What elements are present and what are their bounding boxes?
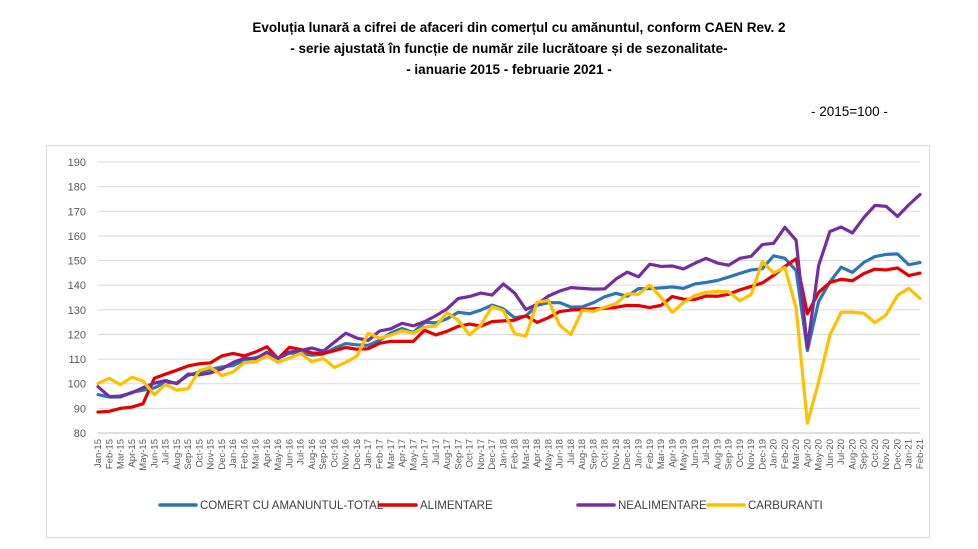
y-tick-label-140: 140 [68,280,86,292]
x-tick-label-Feb-19: Feb-19 [645,439,656,469]
x-tick-label-Aug-19: Aug-19 [712,439,723,470]
chart-title-line1: Evoluția lunară a cifrei de afaceri din … [252,20,786,35]
x-tick-label-Feb-21: Feb-21 [915,439,926,469]
x-tick-label-Sep-20: Sep-20 [859,439,870,470]
x-tick-label-Aug-17: Aug-17 [442,439,453,470]
x-tick-label-Mar-17: Mar-17 [386,439,397,469]
x-tick-label-Nov-20: Nov-20 [881,439,892,470]
x-tick-label-Mar-15: Mar-15 [116,439,127,469]
y-tick-label-100: 100 [68,379,86,391]
x-tick-label-Aug-15: Aug-15 [172,439,183,470]
x-tick-label-Jan-21: Jan-21 [904,439,915,468]
y-tick-label-180: 180 [68,182,86,194]
x-tick-label-Apr-17: Apr-17 [397,439,408,468]
x-tick-label-Mar-19: Mar-19 [656,439,667,469]
x-tick-label-Apr-18: Apr-18 [532,439,543,468]
x-tick-label-Jan-17: Jan-17 [363,439,374,468]
legend-label-nealimentare: NEALIMENTARE [618,500,707,512]
x-tick-label-Oct-19: Oct-19 [735,439,746,468]
base-year-note: - 2015=100 - [811,104,888,119]
x-tick-label-Apr-20: Apr-20 [802,439,813,468]
y-tick-label-80: 80 [74,428,86,440]
x-tick-label-Nov-15: Nov-15 [206,439,217,470]
x-tick-label-Nov-18: Nov-18 [611,439,622,470]
x-tick-label-Jun-20: Jun-20 [825,439,836,468]
x-tick-label-Sep-18: Sep-18 [588,439,599,470]
x-tick-label-Jan-16: Jan-16 [228,439,239,468]
x-tick-label-Jul-19: Jul-19 [701,439,712,465]
x-tick-label-Apr-16: Apr-16 [262,439,273,468]
x-tick-label-Sep-17: Sep-17 [453,439,464,470]
x-tick-label-Jul-20: Jul-20 [836,439,847,465]
x-tick-label-May-17: May-17 [408,439,419,471]
series-line-total [96,252,922,399]
y-tick-label-190: 190 [68,157,86,169]
x-tick-label-Jun-16: Jun-16 [284,439,295,468]
x-tick-label-Nov-17: Nov-17 [476,439,487,470]
y-tick-label-110: 110 [68,354,86,366]
chart-title-line3: - ianuarie 2015 - februarie 2021 - [406,62,612,77]
x-tick-label-May-18: May-18 [543,439,554,471]
x-tick-label-Jan-15: Jan-15 [93,439,104,468]
x-tick-label-May-20: May-20 [814,439,825,471]
y-tick-label-150: 150 [68,256,86,268]
y-tick-label-170: 170 [68,206,86,218]
x-tick-label-Sep-19: Sep-19 [724,439,735,470]
y-tick-label-160: 160 [68,231,86,243]
x-tick-label-Jun-15: Jun-15 [149,439,160,468]
x-tick-label-Dec-16: Dec-16 [352,439,363,470]
x-tick-label-Mar-20: Mar-20 [791,439,802,469]
legend-label-carburanti: CARBURANTI [748,500,823,512]
chart-title-line2: - serie ajustată în funcție de număr zil… [290,41,728,56]
x-tick-label-Sep-16: Sep-16 [318,439,329,470]
y-tick-label-120: 120 [68,329,86,341]
x-tick-label-Jul-18: Jul-18 [566,439,577,465]
legend-label-total: COMERT CU AMANUNTUL-TOTAL [200,500,384,512]
x-tick-label-Aug-16: Aug-16 [307,439,318,470]
x-tick-label-Nov-16: Nov-16 [341,439,352,470]
x-tick-label-Dec-15: Dec-15 [217,439,228,470]
x-tick-label-Jan-20: Jan-20 [769,439,780,468]
x-tick-label-Oct-18: Oct-18 [600,439,611,468]
x-tick-label-Feb-15: Feb-15 [104,439,115,469]
x-tick-label-Mar-18: Mar-18 [521,439,532,469]
series-line-carburanti [96,259,922,425]
x-tick-label-Jan-19: Jan-19 [633,439,644,468]
x-tick-label-Jun-18: Jun-18 [555,439,566,468]
x-tick-label-Sep-15: Sep-15 [183,439,194,470]
x-tick-label-Apr-15: Apr-15 [127,439,138,468]
x-tick-label-Feb-16: Feb-16 [239,439,250,469]
y-tick-label-130: 130 [68,305,86,317]
series-line-nealimentare [96,192,922,399]
x-tick-label-Jul-17: Jul-17 [431,439,442,465]
x-tick-label-Feb-20: Feb-20 [780,439,791,469]
x-tick-label-Nov-19: Nov-19 [746,439,757,470]
x-tick-label-Mar-16: Mar-16 [251,439,262,469]
x-tick-label-Dec-20: Dec-20 [892,439,903,470]
x-tick-label-Dec-17: Dec-17 [487,439,498,470]
x-tick-label-Dec-18: Dec-18 [622,439,633,470]
y-tick-label-90: 90 [74,403,86,415]
x-tick-label-May-15: May-15 [138,439,149,471]
chart-frame [46,145,930,538]
x-tick-label-Jan-18: Jan-18 [498,439,509,468]
legend-label-alimentare: ALIMENTARE [420,500,493,512]
x-tick-label-Jul-16: Jul-16 [296,439,307,465]
x-tick-label-Jul-15: Jul-15 [161,439,172,465]
x-tick-label-Oct-16: Oct-16 [329,439,340,468]
x-tick-label-Aug-18: Aug-18 [577,439,588,470]
x-tick-label-Oct-15: Oct-15 [194,439,205,468]
x-tick-label-Apr-19: Apr-19 [667,439,678,468]
x-tick-label-Dec-19: Dec-19 [757,439,768,470]
x-tick-label-Jun-19: Jun-19 [690,439,701,468]
x-tick-label-Oct-20: Oct-20 [870,439,881,468]
x-tick-label-Aug-20: Aug-20 [847,439,858,470]
x-tick-label-Jun-17: Jun-17 [420,439,431,468]
x-tick-label-May-16: May-16 [273,439,284,471]
x-tick-label-May-19: May-19 [679,439,690,471]
x-tick-label-Feb-17: Feb-17 [375,439,386,469]
x-tick-label-Oct-17: Oct-17 [465,439,476,468]
x-tick-label-Feb-18: Feb-18 [510,439,521,469]
